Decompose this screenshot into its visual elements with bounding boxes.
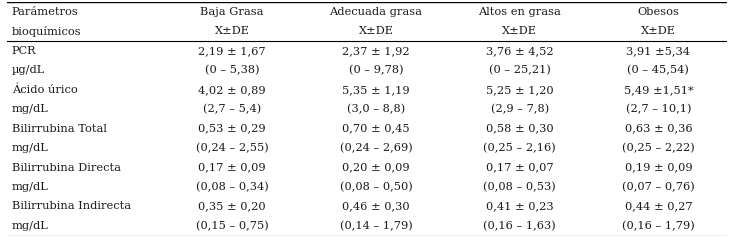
Text: Parámetros: Parámetros: [12, 7, 79, 17]
Text: PCR: PCR: [12, 46, 36, 56]
Text: Altos en grasa: Altos en grasa: [479, 7, 562, 17]
Text: Bilirrubina Indirecta: Bilirrubina Indirecta: [12, 201, 131, 212]
Text: Adecuada grasa: Adecuada grasa: [330, 7, 423, 17]
Text: Bilirrubina Total: Bilirrubina Total: [12, 124, 106, 134]
Text: 0,17 ± 0,07: 0,17 ± 0,07: [486, 163, 553, 173]
Text: X±DE: X±DE: [358, 26, 393, 36]
Text: mg/dL: mg/dL: [12, 104, 48, 114]
Text: X±DE: X±DE: [641, 26, 676, 36]
Text: (0,08 – 0,34): (0,08 – 0,34): [196, 182, 269, 192]
Text: (2,9 – 7,8): (2,9 – 7,8): [491, 104, 549, 114]
Text: mg/dL: mg/dL: [12, 143, 48, 153]
Text: 0,20 ± 0,09: 0,20 ± 0,09: [342, 163, 410, 173]
Text: 0,41 ± 0,23: 0,41 ± 0,23: [486, 201, 553, 212]
Text: Bilirrubina Directa: Bilirrubina Directa: [12, 163, 120, 173]
Text: 3,91 ±5,34: 3,91 ±5,34: [626, 46, 690, 56]
Text: 0,44 ± 0,27: 0,44 ± 0,27: [625, 201, 692, 212]
Text: (0 – 5,38): (0 – 5,38): [205, 65, 259, 76]
Text: 4,02 ± 0,89: 4,02 ± 0,89: [198, 85, 266, 95]
Text: bioquímicos: bioquímicos: [12, 26, 81, 37]
Text: 0,35 ± 0,20: 0,35 ± 0,20: [198, 201, 266, 212]
Text: (0,25 – 2,22): (0,25 – 2,22): [622, 143, 694, 153]
Text: X±DE: X±DE: [502, 26, 537, 36]
Text: (0 – 45,54): (0 – 45,54): [628, 65, 689, 76]
Text: 0,17 ± 0,09: 0,17 ± 0,09: [198, 163, 266, 173]
Text: Ácido úrico: Ácido úrico: [12, 84, 77, 95]
Text: (0 – 25,21): (0 – 25,21): [489, 65, 550, 76]
Text: (0,16 – 1,79): (0,16 – 1,79): [622, 221, 694, 231]
Text: 2,19 ± 1,67: 2,19 ± 1,67: [198, 46, 266, 56]
Text: 0,19 ± 0,09: 0,19 ± 0,09: [625, 163, 692, 173]
Text: (2,7 – 5,4): (2,7 – 5,4): [203, 104, 261, 114]
Text: (0,24 – 2,69): (0,24 – 2,69): [340, 143, 413, 153]
Text: (0,07 – 0,76): (0,07 – 0,76): [622, 182, 694, 192]
Text: 0,70 ± 0,45: 0,70 ± 0,45: [342, 124, 410, 134]
Text: Baja Grasa: Baja Grasa: [200, 7, 264, 17]
Text: 5,49 ±1,51*: 5,49 ±1,51*: [623, 85, 693, 95]
Text: (2,7 – 10,1): (2,7 – 10,1): [625, 104, 691, 114]
Text: (0,24 – 2,55): (0,24 – 2,55): [196, 143, 269, 153]
Text: 0,53 ± 0,29: 0,53 ± 0,29: [198, 124, 266, 134]
Text: 2,37 ± 1,92: 2,37 ± 1,92: [342, 46, 410, 56]
Text: mg/dL: mg/dL: [12, 221, 48, 231]
Text: (0,14 – 1,79): (0,14 – 1,79): [340, 221, 413, 231]
Text: (0,08 – 0,53): (0,08 – 0,53): [484, 182, 556, 192]
Text: 0,46 ± 0,30: 0,46 ± 0,30: [342, 201, 410, 212]
Text: (0,15 – 0,75): (0,15 – 0,75): [196, 221, 269, 231]
Text: X±DE: X±DE: [214, 26, 250, 36]
Text: µg/dL: µg/dL: [12, 65, 45, 75]
Text: Obesos: Obesos: [637, 7, 679, 17]
Text: (0,08 – 0,50): (0,08 – 0,50): [340, 182, 413, 192]
Text: (0 – 9,78): (0 – 9,78): [349, 65, 403, 76]
Text: (0,25 – 2,16): (0,25 – 2,16): [484, 143, 556, 153]
Text: (3,0 – 8,8): (3,0 – 8,8): [347, 104, 405, 114]
Text: 3,76 ± 4,52: 3,76 ± 4,52: [486, 46, 553, 56]
Text: 0,58 ± 0,30: 0,58 ± 0,30: [486, 124, 553, 134]
Text: (0,16 – 1,63): (0,16 – 1,63): [484, 221, 556, 231]
Text: 5,25 ± 1,20: 5,25 ± 1,20: [486, 85, 553, 95]
Text: mg/dL: mg/dL: [12, 182, 48, 192]
Text: 5,35 ± 1,19: 5,35 ± 1,19: [342, 85, 410, 95]
Text: 0,63 ± 0,36: 0,63 ± 0,36: [625, 124, 692, 134]
